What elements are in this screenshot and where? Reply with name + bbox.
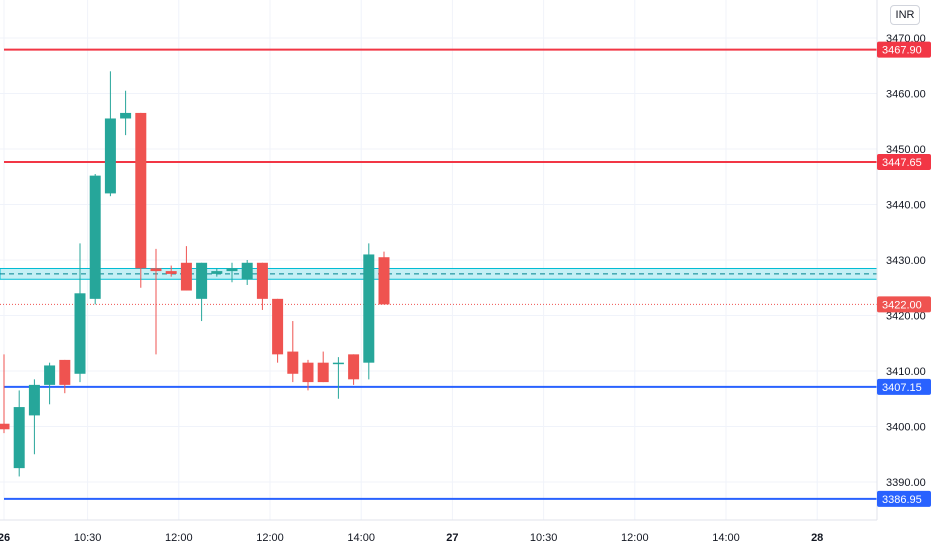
candle-down[interactable] (180, 262, 192, 291)
candle-up[interactable] (241, 262, 253, 280)
y-tick-label: 3450.00 (886, 144, 926, 156)
x-tick-label: 14:00 (347, 532, 375, 544)
candle-up[interactable] (44, 365, 56, 385)
y-tick-label: 3420.00 (886, 311, 926, 323)
time-axis-background (0, 520, 932, 550)
candle-up[interactable] (211, 271, 223, 274)
support-badge (877, 378, 931, 395)
y-tick-label: 3460.00 (886, 89, 926, 101)
candle-up[interactable] (28, 384, 40, 416)
axis-corner (877, 520, 932, 550)
y-tick-label: 3390.00 (886, 477, 926, 489)
candle-down[interactable] (135, 112, 147, 269)
resistance-badge (877, 154, 931, 171)
candle-up[interactable] (89, 175, 101, 299)
candle-up[interactable] (226, 268, 238, 272)
candle-up[interactable] (196, 262, 208, 299)
candle-down[interactable] (287, 351, 299, 374)
last-price-badge (877, 296, 931, 313)
candle-up[interactable] (13, 407, 25, 469)
last-price-badge-label: 3422.00 (882, 299, 922, 311)
support-badge-label: 3407.15 (882, 382, 922, 394)
candle-down[interactable] (165, 271, 177, 274)
candle-down[interactable] (256, 262, 268, 299)
candle-down[interactable] (150, 268, 162, 272)
y-tick-label: 3440.00 (886, 200, 926, 212)
resistance-badge-label: 3467.90 (882, 45, 922, 57)
support-badge (877, 490, 931, 507)
resistance-badge (877, 41, 931, 58)
zone-band (0, 267, 878, 280)
support-badge-label: 3386.95 (882, 494, 922, 506)
candle-down[interactable] (0, 423, 10, 430)
x-tick-label: 28 (811, 532, 823, 544)
candle-up[interactable] (74, 293, 86, 374)
candle-down[interactable] (378, 257, 390, 305)
candle-up[interactable] (120, 112, 132, 119)
candle-down[interactable] (348, 354, 360, 380)
y-tick-label: 3410.00 (886, 366, 926, 378)
x-tick-label: 12:00 (256, 532, 284, 544)
x-tick-label: 26 (0, 532, 10, 544)
x-tick-label: 12:00 (621, 532, 649, 544)
x-tick-label: 10:30 (530, 532, 558, 544)
candle-up[interactable] (104, 118, 116, 194)
candle-down[interactable] (317, 362, 329, 383)
y-tick-label: 3430.00 (886, 255, 926, 267)
candle-down[interactable] (272, 298, 284, 355)
y-tick-label: 3400.00 (886, 422, 926, 434)
price-axis-background (877, 0, 932, 550)
currency-button[interactable]: INR (890, 5, 920, 25)
x-tick-label: 10:30 (74, 532, 102, 544)
candle-down[interactable] (302, 362, 314, 383)
x-tick-label: 14:00 (712, 532, 740, 544)
x-tick-label: 12:00 (165, 532, 193, 544)
x-tick-label: 27 (446, 532, 458, 544)
resistance-badge-label: 3447.65 (882, 157, 922, 169)
candle-down[interactable] (59, 359, 71, 385)
candle-up[interactable] (363, 254, 375, 363)
candle-up[interactable] (332, 362, 344, 365)
